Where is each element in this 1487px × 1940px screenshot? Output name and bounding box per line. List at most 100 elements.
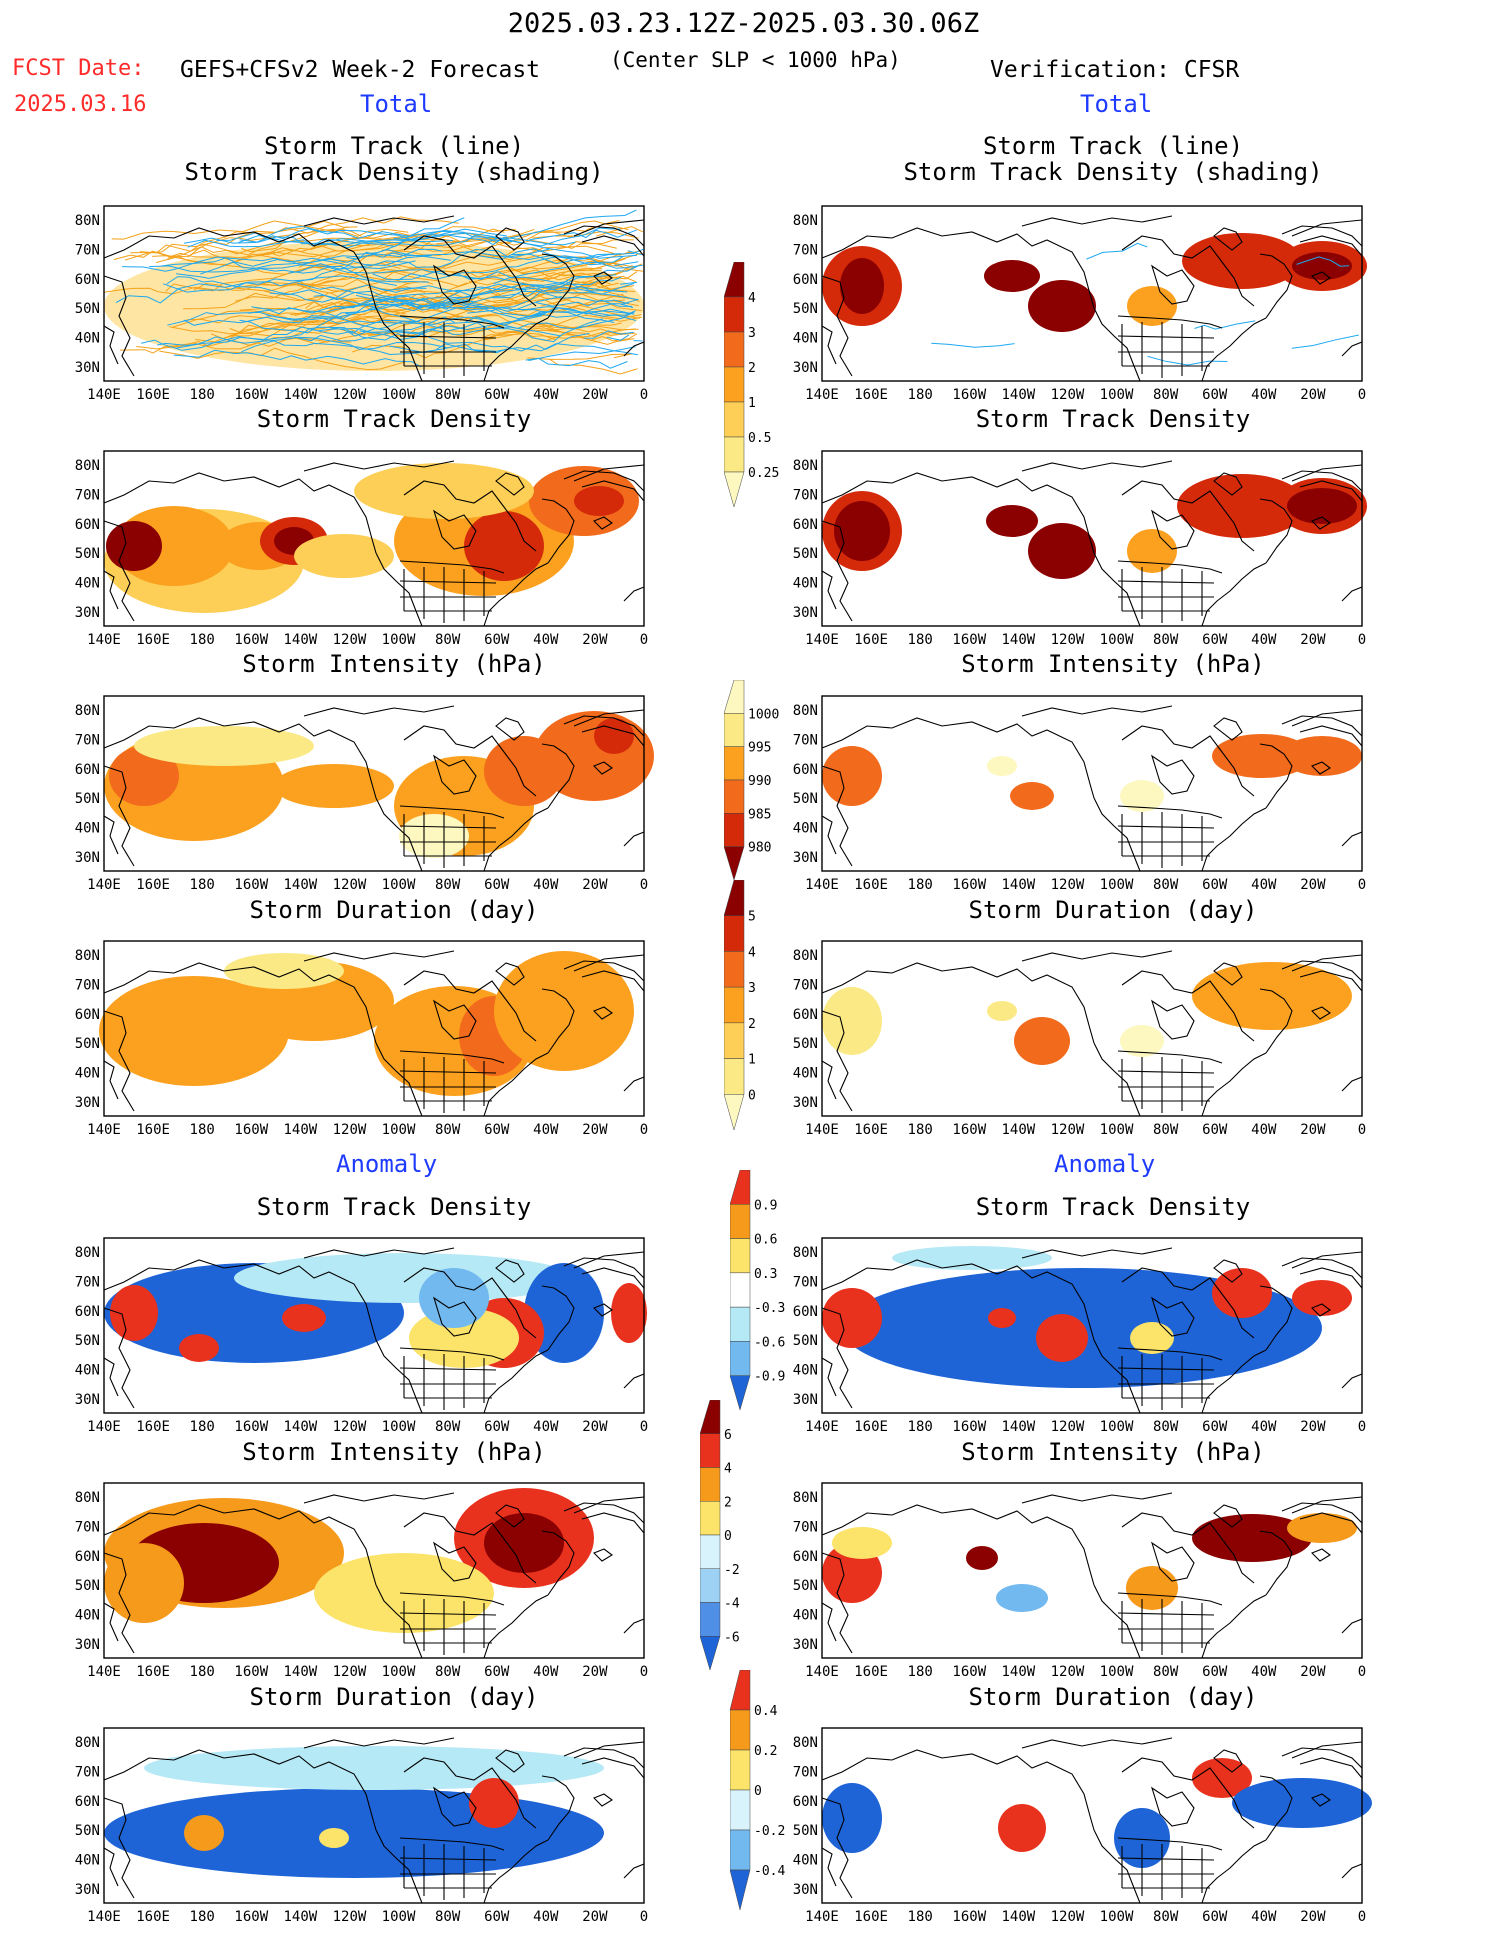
lon-tick-label: 180 [190,877,215,893]
lon-tick-label: 100W [1100,1909,1134,1925]
lon-tick-label: 140E [805,632,839,648]
lon-tick-label: 180 [908,1909,933,1925]
lon-tick-label: 20W [582,1664,608,1680]
lon-tick-label: 60W [1202,387,1228,403]
shading-cell [1010,782,1054,810]
lon-tick-label: 140E [805,877,839,893]
lon-tick-label: 20W [1300,877,1326,893]
colorbar-tick-label: 0.9 [754,1198,777,1213]
lon-tick-label: 160E [854,387,888,403]
colorbar-tick-label: 5 [748,910,756,925]
lon-tick-label: 60W [484,387,510,403]
lat-tick-label: 40N [75,576,100,592]
lat-tick-label: 60N [75,1794,100,1810]
map-background [822,206,1362,381]
lon-tick-label: 100W [1100,877,1134,893]
lat-tick-label: 80N [75,1245,100,1261]
lon-tick-label: 60W [1202,877,1228,893]
lon-tick-label: 140W [1002,387,1036,403]
map-background [822,1483,1362,1658]
lon-tick-label: 160E [854,1909,888,1925]
lat-tick-label: 50N [793,546,818,562]
shading-cell [986,505,1038,537]
lat-tick-label: 60N [75,1007,100,1023]
lon-tick-label: 20W [1300,387,1326,403]
colorbar-swatch [730,1204,750,1238]
lon-tick-label: 160W [234,1664,268,1680]
lat-tick-label: 50N [75,1036,100,1052]
lat-tick-label: 40N [75,1363,100,1379]
lat-tick-label: 30N [793,605,818,621]
lon-tick-label: 160W [234,632,268,648]
shading-cell [144,1746,604,1790]
colorbar-tick-label: 990 [748,774,771,789]
colorbar-tick-label: 1 [748,396,756,411]
lon-tick-label: 140W [1002,632,1036,648]
lon-tick-label: 180 [190,1664,215,1680]
lat-tick-label: 60N [75,762,100,778]
colorbar-tick-label: 0 [748,1088,756,1103]
lon-tick-label: 60W [484,1122,510,1138]
lat-tick-label: 60N [793,1549,818,1565]
lat-tick-label: 60N [75,272,100,288]
lon-tick-label: 140W [1002,1664,1036,1680]
colorbar-swatch [730,1341,750,1375]
lat-tick-label: 50N [75,791,100,807]
colorbar-tick-label: -0.9 [754,1370,785,1385]
shading-cell [184,1815,224,1851]
map-background [822,696,1362,871]
lon-tick-label: 60W [484,632,510,648]
lon-tick-label: 160E [136,1664,170,1680]
lon-tick-label: 60W [484,1664,510,1680]
colorbar-swatch [724,880,744,916]
lon-tick-label: 160W [234,1419,268,1435]
lon-tick-label: 120W [1051,1122,1085,1138]
lat-tick-label: 80N [75,213,100,229]
shading-cell [1287,488,1357,524]
colorbar-swatch [700,1434,720,1468]
colorbar-swatch [724,1023,744,1059]
lon-tick-label: 40W [1251,1122,1277,1138]
colorbar-swatch [730,1750,750,1790]
lon-tick-label: 0 [1358,387,1366,403]
lon-tick-label: 20W [582,387,608,403]
lon-tick-label: 0 [1358,632,1366,648]
lon-tick-label: 0 [640,1909,648,1925]
lon-tick-label: 120W [1051,1419,1085,1435]
lon-tick-label: 20W [1300,1419,1326,1435]
lon-tick-label: 0 [640,387,648,403]
lon-tick-label: 180 [190,1909,215,1925]
colorbar-swatch [700,1603,720,1637]
lat-tick-label: 50N [75,1333,100,1349]
shading-cell [1282,736,1362,776]
lon-tick-label: 140E [805,1419,839,1435]
lat-tick-label: 70N [75,977,100,993]
lon-tick-label: 80W [1153,877,1179,893]
lon-tick-label: 40W [1251,1664,1277,1680]
colorbar-swatch [724,1094,744,1130]
colorbar-swatch [724,680,744,713]
lon-tick-label: 20W [1300,1664,1326,1680]
lon-tick-label: 0 [640,632,648,648]
lon-tick-label: 20W [582,632,608,648]
lon-tick-label: 80W [1153,1909,1179,1925]
lon-tick-label: 60W [484,1419,510,1435]
colorbar-swatch [730,1870,750,1910]
lon-tick-label: 160E [136,1122,170,1138]
shading-cell [134,726,314,766]
lat-tick-label: 40N [75,331,100,347]
shading-cell [1292,1280,1352,1316]
colorbar-tick-label: 4 [748,945,756,960]
shading-cell [464,511,544,581]
lon-tick-label: 60W [484,877,510,893]
lon-tick-label: 160E [854,1419,888,1435]
shading-cell [104,1788,604,1878]
lon-tick-label: 40W [533,1419,559,1435]
lat-tick-label: 50N [75,301,100,317]
lon-tick-label: 140W [1002,877,1036,893]
lon-tick-label: 0 [1358,1909,1366,1925]
colorbar-swatch [700,1468,720,1502]
